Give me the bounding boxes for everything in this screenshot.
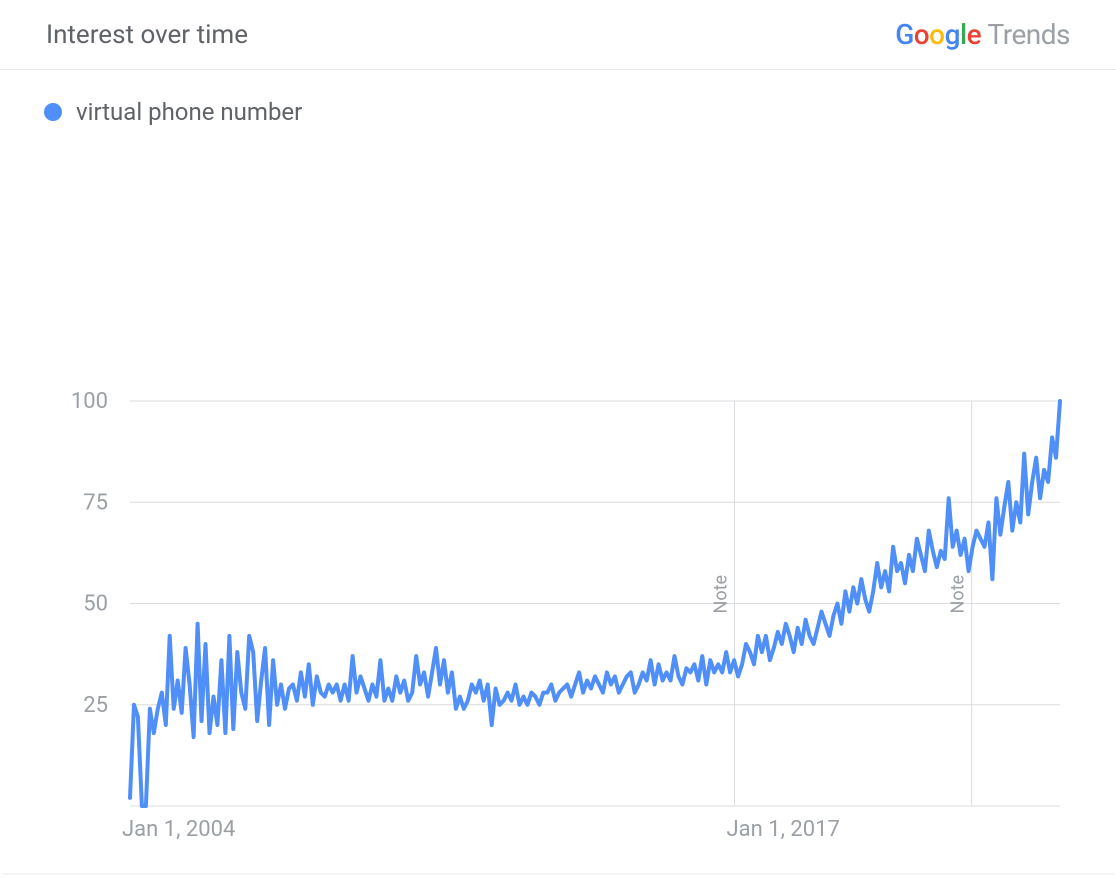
- line-chart: 25 50 75 100 Note Note Jan 1, 2004 Jan 1, 2017: [0, 126, 1116, 878]
- svg-text:Jan 1, 2017: Jan 1, 2017: [727, 817, 840, 842]
- svg-text:75: 75: [83, 490, 108, 515]
- svg-text:50: 50: [83, 592, 108, 617]
- svg-text:Jan 1, 2004: Jan 1, 2004: [122, 817, 235, 842]
- chart-title: Interest over time: [46, 20, 248, 50]
- svg-text:100: 100: [71, 389, 108, 414]
- google-trends-logo: Google Trends: [895, 18, 1070, 51]
- svg-text:Note: Note: [948, 575, 969, 614]
- svg-text:25: 25: [83, 693, 108, 718]
- legend-label: virtual phone number: [76, 98, 302, 126]
- svg-text:Note: Note: [711, 575, 732, 614]
- card-header: Interest over time Google Trends: [0, 0, 1116, 70]
- legend-color-dot: [44, 103, 62, 121]
- chart-legend: virtual phone number: [0, 70, 1116, 126]
